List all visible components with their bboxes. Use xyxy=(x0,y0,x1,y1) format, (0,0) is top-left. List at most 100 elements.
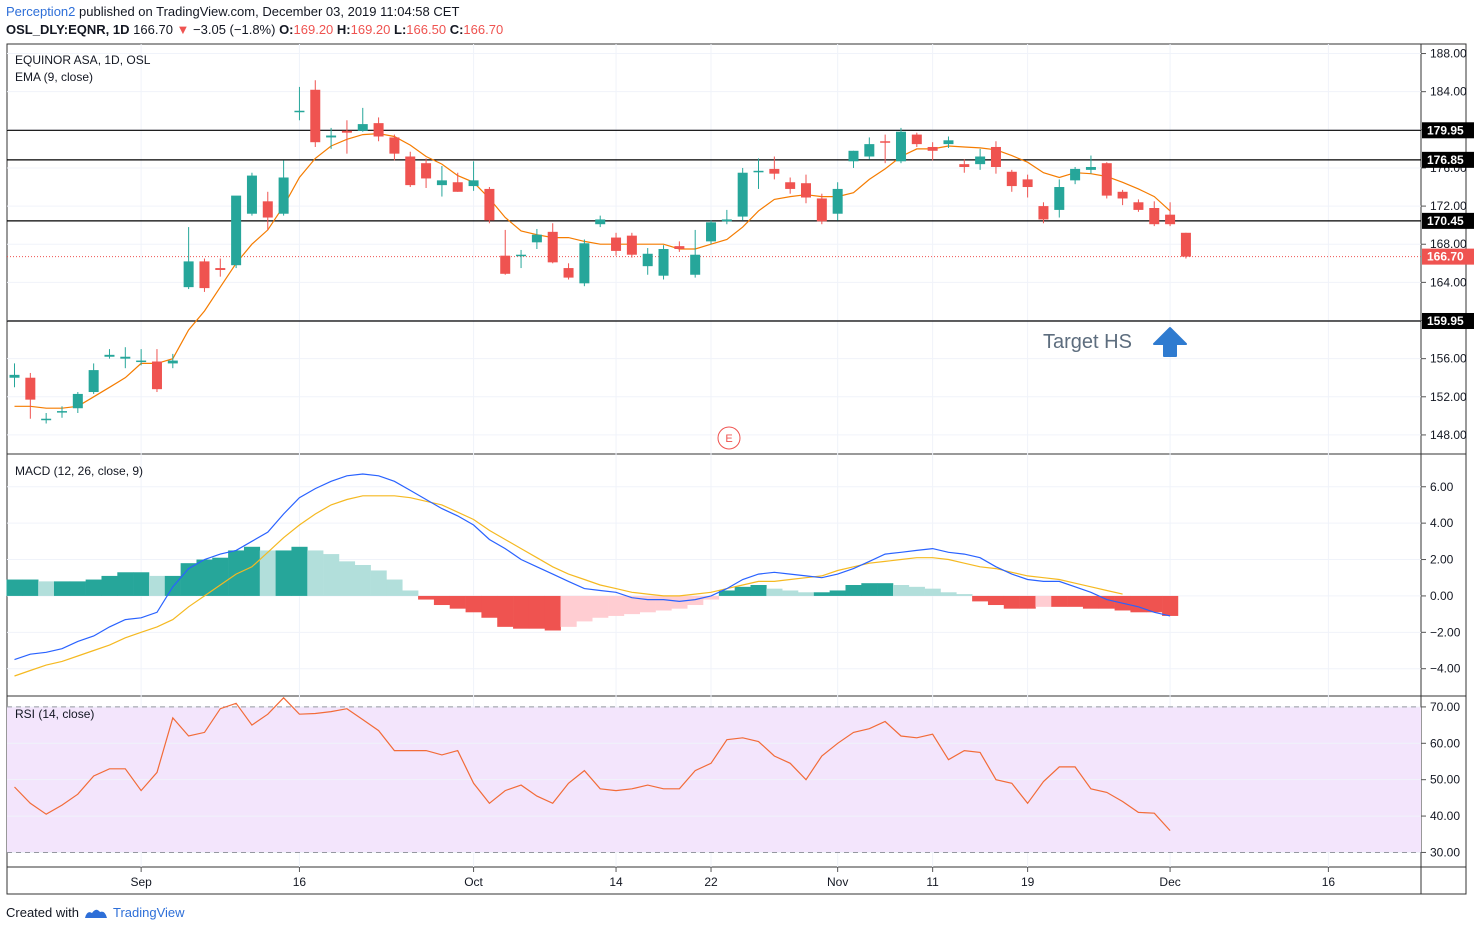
candle xyxy=(516,249,527,269)
candle xyxy=(373,117,384,142)
earnings-event-label: E xyxy=(725,433,732,445)
macd-histogram-bar xyxy=(750,585,767,596)
candle-body xyxy=(151,361,162,390)
candle-body xyxy=(436,180,447,186)
macd-tick-label: −4.00 xyxy=(1430,662,1461,676)
candle-body xyxy=(104,354,115,357)
candle-body xyxy=(959,164,970,167)
macd-histogram-bar xyxy=(85,579,102,596)
macd-histogram-bar xyxy=(877,583,894,596)
candle-body xyxy=(72,393,83,409)
candle-body xyxy=(975,156,986,165)
candle xyxy=(959,159,970,173)
candle xyxy=(436,166,447,197)
price-pane-title: EQUINOR ASA, 1D, OSL xyxy=(15,53,151,67)
candle-body xyxy=(405,156,416,186)
candle-body xyxy=(231,195,242,266)
time-tick-label: 11 xyxy=(926,875,939,889)
candle-body xyxy=(531,234,542,243)
macd-signal-line xyxy=(14,495,1123,677)
candle-body xyxy=(120,356,131,359)
candle-body xyxy=(389,137,400,154)
candle xyxy=(990,141,1001,174)
candle xyxy=(183,227,194,290)
candle-body xyxy=(832,188,843,214)
candle xyxy=(1070,167,1081,185)
candle xyxy=(975,148,986,170)
author-link[interactable]: Perception2 xyxy=(6,4,76,19)
candle-body xyxy=(516,254,527,257)
candle-body xyxy=(183,261,194,288)
candle xyxy=(737,167,748,221)
price-tick-label: 152.00 xyxy=(1430,390,1467,404)
candle-body xyxy=(769,168,780,174)
price-tick-label: 156.00 xyxy=(1430,352,1467,366)
publish-text: published on TradingView.com, December 0… xyxy=(79,4,460,19)
macd-histogram-bar xyxy=(608,595,625,616)
candle xyxy=(769,156,780,180)
candle-body xyxy=(595,219,606,225)
macd-histogram-bar xyxy=(338,561,356,596)
candle-body xyxy=(9,374,20,378)
candle xyxy=(579,239,590,287)
macd-histogram-bar xyxy=(259,550,276,596)
candle xyxy=(215,258,226,277)
candle-body xyxy=(1022,179,1033,188)
target-annotation: Target HS xyxy=(1043,331,1132,353)
tradingview-brand[interactable]: TradingView xyxy=(112,905,185,920)
rsi-tick-label: 50.00 xyxy=(1430,773,1460,787)
macd-histogram-bar xyxy=(718,590,735,596)
candle xyxy=(1165,202,1176,227)
candle xyxy=(199,258,210,292)
candle-body xyxy=(880,141,891,143)
candle-body xyxy=(721,219,732,222)
macd-tick-label: −2.00 xyxy=(1430,625,1461,639)
macd-histogram-bar xyxy=(497,595,514,627)
candle xyxy=(547,223,558,264)
candle-body xyxy=(500,255,511,274)
candle-body xyxy=(262,201,273,218)
candle xyxy=(658,245,669,280)
time-tick-label: 14 xyxy=(609,875,623,889)
time-tick-label: Dec xyxy=(1159,875,1180,889)
macd-histogram-bar xyxy=(117,572,134,596)
candle-body xyxy=(246,175,257,214)
price-tick-label: 164.00 xyxy=(1430,275,1467,289)
macd-histogram-bar xyxy=(196,559,213,596)
candle-body xyxy=(215,268,226,270)
macd-histogram-bar xyxy=(1082,595,1100,609)
macd-tick-label: 0.00 xyxy=(1430,589,1454,603)
candle xyxy=(864,137,875,160)
created-with-text: Created with xyxy=(6,905,79,920)
candle-body xyxy=(421,163,432,179)
candle-body xyxy=(895,131,906,162)
candle-body xyxy=(1133,202,1144,210)
candle xyxy=(468,161,479,191)
candle xyxy=(88,363,99,394)
candle xyxy=(167,353,178,369)
candle xyxy=(785,177,796,194)
time-tick-label: Oct xyxy=(464,875,483,889)
candle-body xyxy=(547,231,558,263)
macd-histogram-bar xyxy=(798,592,815,596)
candle-body xyxy=(88,370,99,393)
candle xyxy=(405,151,416,188)
candle-body xyxy=(310,89,321,143)
candle xyxy=(1117,189,1128,206)
candle xyxy=(927,142,938,161)
candle xyxy=(72,392,83,413)
candle xyxy=(326,127,337,149)
macd-histogram-bar xyxy=(766,588,783,596)
macd-histogram-bar xyxy=(180,563,197,596)
candle-body xyxy=(341,130,352,133)
rsi-tick-label: 30.00 xyxy=(1430,845,1460,859)
candle-body xyxy=(373,123,384,137)
candle xyxy=(421,158,432,188)
macd-histogram-bar xyxy=(6,579,23,596)
candle xyxy=(389,134,400,161)
macd-histogram-bar xyxy=(323,554,340,596)
time-tick-label: 19 xyxy=(1021,875,1035,889)
close-label: C: xyxy=(449,22,464,37)
macd-histogram-bar xyxy=(53,581,71,596)
